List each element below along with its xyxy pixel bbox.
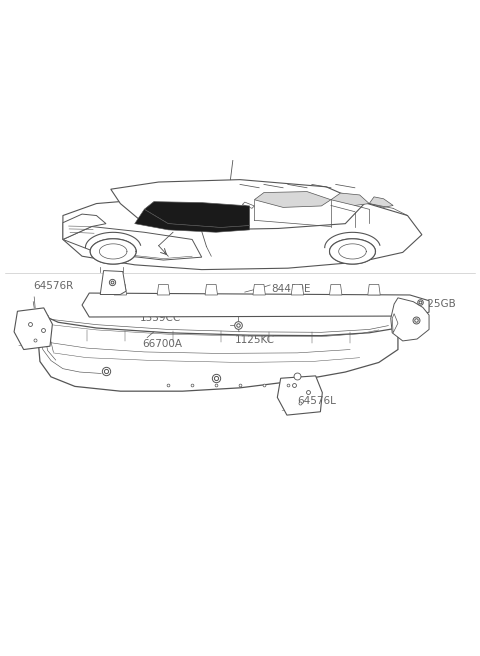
Polygon shape <box>254 192 331 207</box>
Polygon shape <box>63 226 202 260</box>
Polygon shape <box>391 298 429 341</box>
Polygon shape <box>242 202 254 209</box>
Text: 1338AC: 1338AC <box>140 304 180 314</box>
Polygon shape <box>392 314 398 333</box>
Polygon shape <box>111 180 364 230</box>
Polygon shape <box>63 194 422 270</box>
Text: 64576R: 64576R <box>33 281 73 291</box>
Polygon shape <box>157 285 169 295</box>
Text: 1125KC: 1125KC <box>235 335 275 345</box>
Text: 84410E: 84410E <box>271 284 311 294</box>
Polygon shape <box>205 285 217 295</box>
Polygon shape <box>331 193 369 205</box>
Text: 64576L: 64576L <box>298 396 336 406</box>
Polygon shape <box>291 285 304 295</box>
Text: 1339CC: 1339CC <box>140 313 181 323</box>
Polygon shape <box>253 285 265 295</box>
Polygon shape <box>114 285 127 295</box>
Polygon shape <box>90 239 136 264</box>
Text: 1125GB: 1125GB <box>415 299 456 309</box>
Polygon shape <box>329 285 342 295</box>
Polygon shape <box>82 293 429 317</box>
Polygon shape <box>277 376 323 415</box>
Polygon shape <box>135 209 250 232</box>
Polygon shape <box>100 270 126 295</box>
Polygon shape <box>38 315 398 391</box>
Polygon shape <box>14 308 52 350</box>
Text: 66700A: 66700A <box>142 338 182 348</box>
Polygon shape <box>144 201 250 228</box>
Polygon shape <box>63 214 106 239</box>
Polygon shape <box>369 197 393 207</box>
Polygon shape <box>368 285 380 295</box>
Polygon shape <box>330 239 375 264</box>
